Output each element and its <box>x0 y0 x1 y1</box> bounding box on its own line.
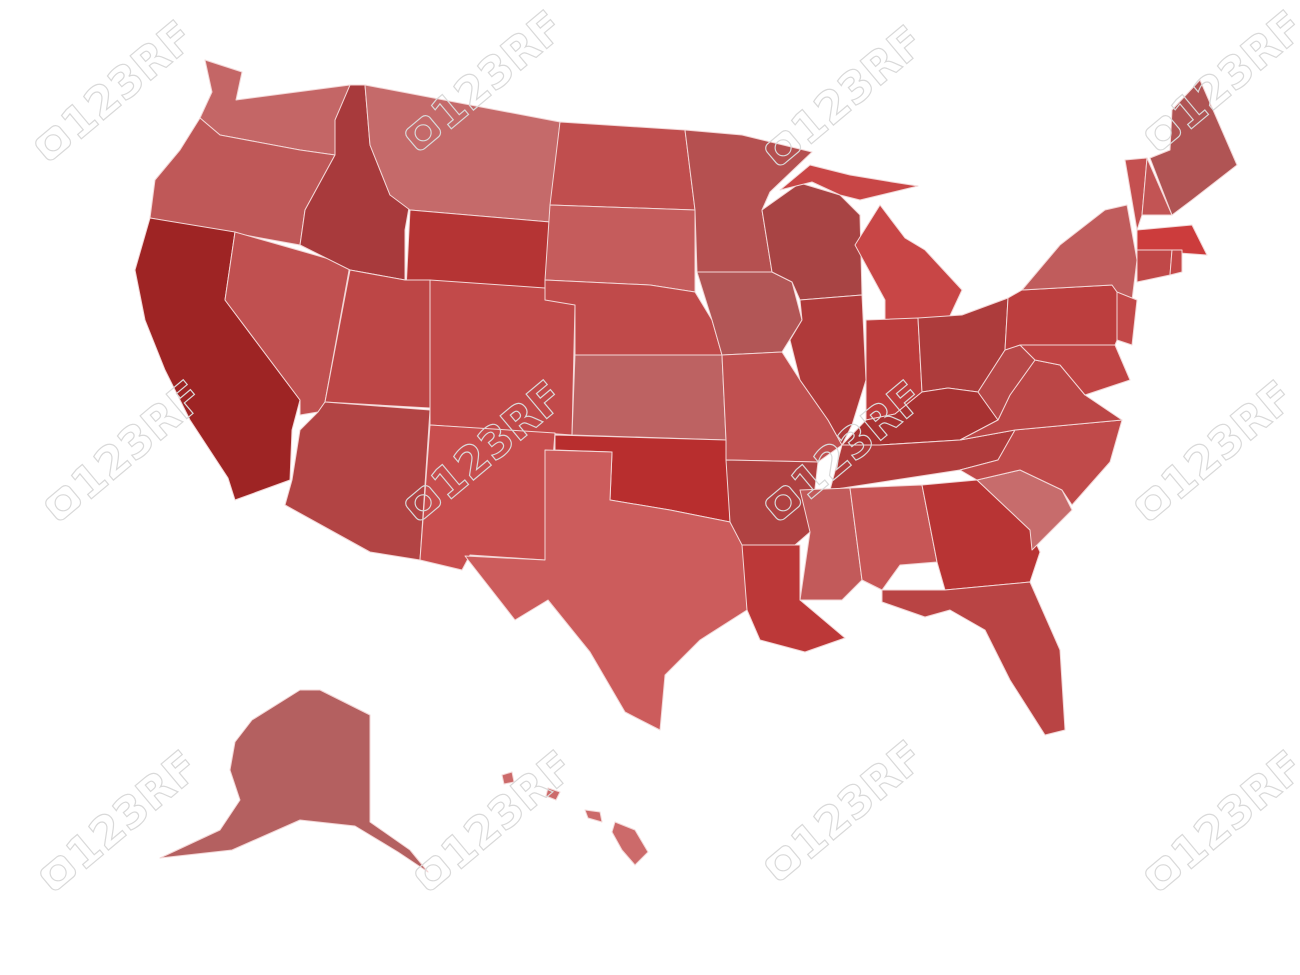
state-ri <box>1169 249 1183 276</box>
state-co <box>429 279 576 436</box>
watermark-logo: 123RF <box>415 741 584 891</box>
state-az <box>284 401 431 561</box>
state-mi <box>854 204 963 321</box>
svg-text:123RF: 123RF <box>782 731 934 870</box>
svg-text:123RF: 123RF <box>62 371 214 510</box>
watermark-logo: 123RF <box>765 16 934 166</box>
state-nh <box>1141 157 1173 216</box>
state-ma <box>1136 224 1208 256</box>
svg-text:123RF: 123RF <box>1162 1 1300 140</box>
watermark-logo: 123RF <box>1145 1 1300 151</box>
watermark-logo: 123RF <box>405 371 574 521</box>
state-la <box>741 544 846 653</box>
watermark-logo: 123RF <box>1135 371 1300 521</box>
state-nm <box>419 424 556 571</box>
state-nj <box>1116 291 1138 346</box>
state-fl <box>881 581 1066 736</box>
svg-text:123RF: 123RF <box>422 1 574 140</box>
watermark-logo: 123RF <box>1145 741 1300 891</box>
state-mi-part1 <box>779 164 919 201</box>
svg-text:123RF: 123RF <box>432 741 584 880</box>
watermark-logo: 123RF <box>405 1 574 151</box>
state-hi-part2 <box>584 809 603 823</box>
svg-text:123RF: 123RF <box>422 371 574 510</box>
watermark-logo: 123RF <box>40 741 209 891</box>
state-hi <box>501 771 515 785</box>
svg-text:123RF: 123RF <box>1152 371 1300 510</box>
state-nv <box>224 231 351 416</box>
watermark-logo: 123RF <box>765 371 934 521</box>
state-tx <box>464 449 748 731</box>
svg-text:123RF: 123RF <box>782 16 934 155</box>
state-me <box>1149 79 1238 216</box>
watermark-logo: 123RF <box>35 11 204 161</box>
watermark-logo: 123RF <box>765 731 934 881</box>
svg-text:123RF: 123RF <box>57 741 209 880</box>
state-hi-part3 <box>611 821 649 866</box>
svg-text:123RF: 123RF <box>52 11 204 150</box>
state-md <box>1019 344 1131 396</box>
state-ak <box>159 689 429 873</box>
svg-text:123RF: 123RF <box>782 371 934 510</box>
state-il <box>789 294 867 446</box>
svg-text:123RF: 123RF <box>1162 741 1300 880</box>
state-hi-part1 <box>545 787 561 801</box>
watermark-logo: 123RF <box>45 371 214 521</box>
